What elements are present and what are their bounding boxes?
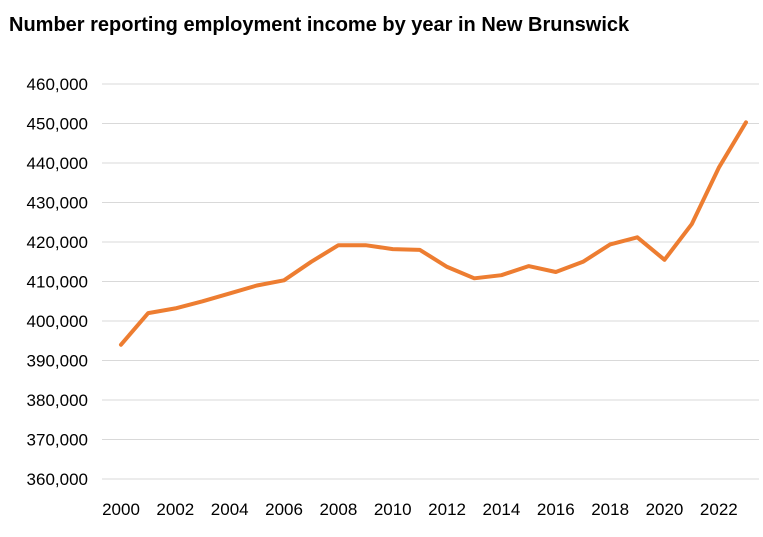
x-tick-label: 2014 xyxy=(483,500,521,519)
y-tick-label: 430,000 xyxy=(27,194,88,213)
y-tick-label: 390,000 xyxy=(27,352,88,371)
series-line xyxy=(119,120,748,347)
y-tick-label: 440,000 xyxy=(27,154,88,173)
chart-title: Number reporting employment income by ye… xyxy=(9,14,630,36)
y-tick-label: 460,000 xyxy=(27,75,88,94)
y-tick-label: 360,000 xyxy=(27,470,88,489)
y-tick-label: 400,000 xyxy=(27,312,88,331)
y-tick-label: 410,000 xyxy=(27,273,88,292)
y-tick-label: 420,000 xyxy=(27,233,88,252)
x-tick-label: 2022 xyxy=(700,500,738,519)
x-tick-label: 2004 xyxy=(211,500,249,519)
y-tick-label: 370,000 xyxy=(27,431,88,450)
x-axis-tick-labels: 2000 2002 2004 2006 2008 2010 2012 2014 2016 2018… xyxy=(102,500,738,519)
x-tick-label: 2010 xyxy=(374,500,412,519)
series-layer xyxy=(119,120,748,347)
x-tick-label: 2012 xyxy=(428,500,466,519)
y-tick-label: 380,000 xyxy=(27,391,88,410)
y-tick-label: 450,000 xyxy=(27,115,88,134)
gridlines xyxy=(102,83,759,480)
x-tick-label: 2002 xyxy=(156,500,194,519)
x-tick-label: 2008 xyxy=(319,500,357,519)
x-tick-label: 2018 xyxy=(591,500,629,519)
x-tick-label: 2016 xyxy=(537,500,575,519)
x-tick-label: 2020 xyxy=(646,500,684,519)
x-tick-label: 2000 xyxy=(102,500,140,519)
y-axis-tick-labels: 460,000 450,000 440,000 430,000 420,000 410,0… xyxy=(27,75,88,489)
x-tick-label: 2006 xyxy=(265,500,303,519)
